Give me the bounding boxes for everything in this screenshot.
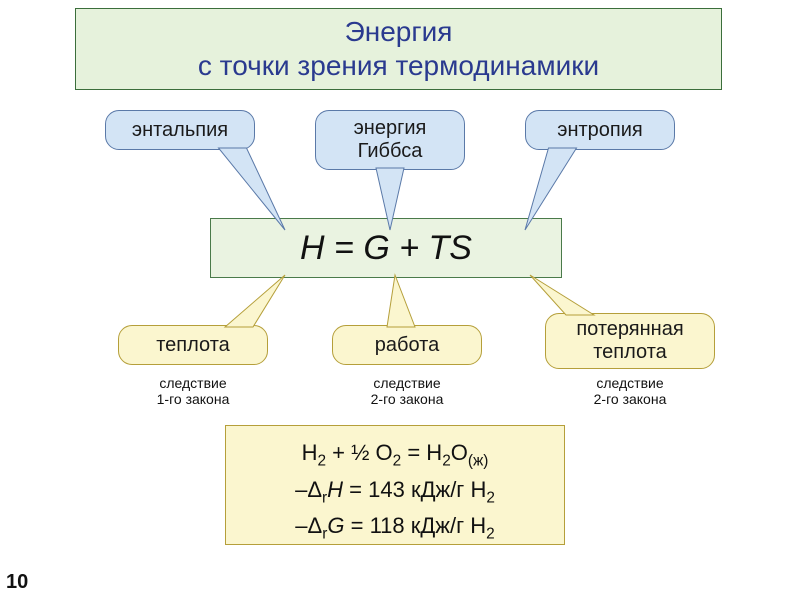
callout-lost-heat: потерянная теплота bbox=[545, 313, 715, 369]
note-first-law: следствие1-го закона bbox=[113, 375, 273, 407]
title-line-2: с точки зрения термодинамики bbox=[76, 49, 721, 83]
reaction-line-1: H2 + ½ O2 = H2O(ж) bbox=[226, 436, 564, 473]
reaction-line-2: –ΔrH = 143 кДж/г H2 bbox=[226, 473, 564, 510]
diagram-canvas: Энергия с точки зрения термодинамики энт… bbox=[0, 0, 800, 600]
title-box: Энергия с точки зрения термодинамики bbox=[75, 8, 722, 90]
page-number: 10 bbox=[6, 571, 28, 594]
title-line-1: Энергия bbox=[76, 15, 721, 49]
reaction-line-3: –ΔrG = 118 кДж/г H2 bbox=[226, 509, 564, 546]
callout-work: работа bbox=[332, 325, 482, 365]
note-second-law-b: следствие2-го закона bbox=[550, 375, 710, 407]
callout-enthalpy: энтальпия bbox=[105, 110, 255, 150]
note-second-law-a: следствие2-го закона bbox=[327, 375, 487, 407]
reaction-box: H2 + ½ O2 = H2O(ж) –ΔrH = 143 кДж/г H2 –… bbox=[225, 425, 565, 545]
callout-heat: теплота bbox=[118, 325, 268, 365]
equation-box: H = G + TS bbox=[210, 218, 562, 278]
callout-entropy: энтропия bbox=[525, 110, 675, 150]
callout-gibbs-energy: энергия Гиббса bbox=[315, 110, 465, 170]
